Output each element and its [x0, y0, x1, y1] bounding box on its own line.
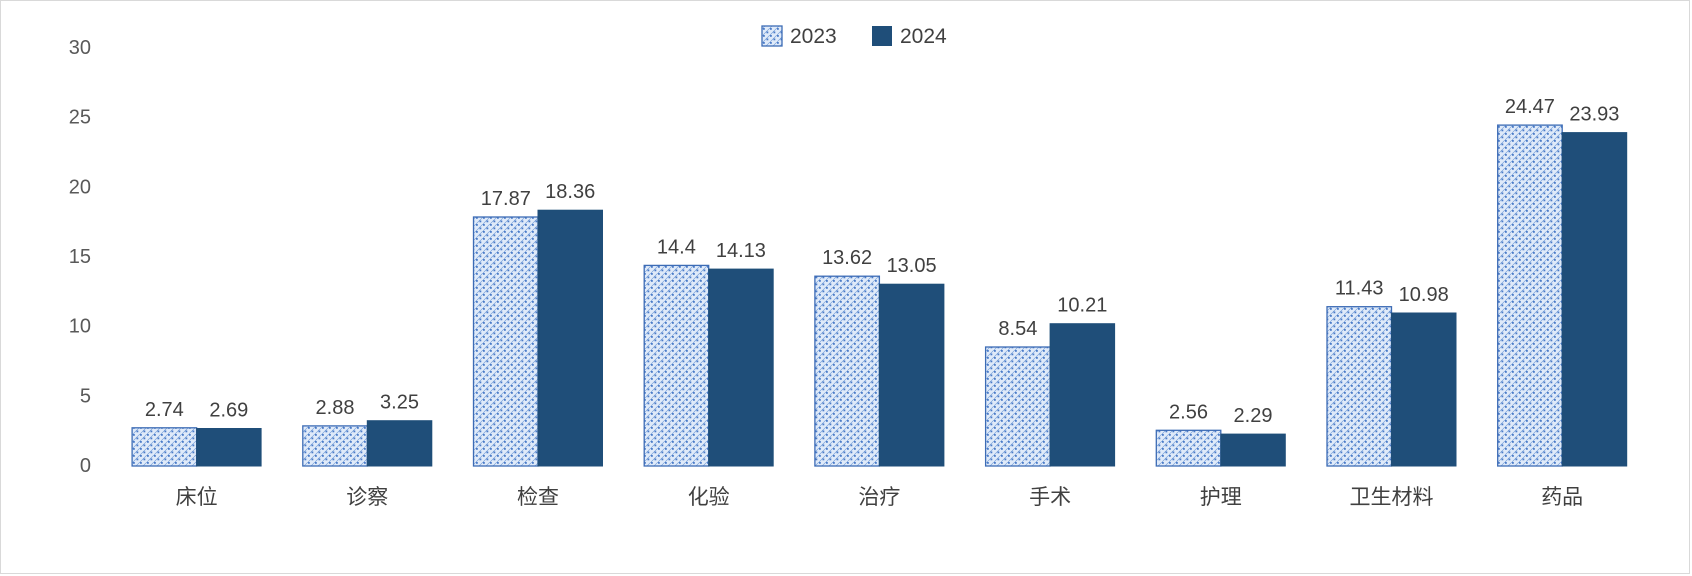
svg-text:卫生材料: 卫生材料	[1350, 486, 1434, 509]
svg-text:8.54: 8.54	[998, 318, 1037, 340]
svg-text:15: 15	[69, 246, 91, 268]
svg-text:13.62: 13.62	[822, 247, 872, 269]
svg-text:17.87: 17.87	[481, 188, 531, 210]
svg-text:3.25: 3.25	[380, 392, 419, 414]
svg-text:治疗: 治疗	[858, 486, 900, 509]
svg-text:20: 20	[69, 176, 91, 198]
svg-text:0: 0	[80, 455, 91, 477]
svg-text:2.29: 2.29	[1234, 405, 1273, 427]
svg-text:13.05: 13.05	[887, 255, 937, 277]
svg-text:2023: 2023	[790, 25, 837, 48]
svg-text:检查: 检查	[517, 486, 559, 509]
svg-text:床位: 床位	[176, 486, 218, 509]
svg-text:14.13: 14.13	[716, 240, 766, 262]
svg-text:2.69: 2.69	[209, 400, 248, 422]
svg-text:10: 10	[69, 316, 91, 338]
svg-text:手术: 手术	[1029, 486, 1071, 509]
svg-text:23.93: 23.93	[1569, 104, 1619, 126]
svg-text:药品: 药品	[1541, 486, 1583, 509]
svg-text:24.47: 24.47	[1505, 96, 1555, 118]
svg-text:2.74: 2.74	[145, 399, 184, 421]
svg-text:11.43: 11.43	[1335, 278, 1384, 300]
svg-text:2.88: 2.88	[316, 397, 355, 419]
svg-text:化验: 化验	[688, 486, 730, 509]
svg-text:10.21: 10.21	[1057, 295, 1107, 317]
svg-text:2024: 2024	[900, 25, 947, 48]
svg-text:护理: 护理	[1200, 486, 1242, 509]
svg-text:30: 30	[69, 37, 91, 59]
svg-text:25: 25	[69, 107, 91, 129]
svg-text:10.98: 10.98	[1399, 284, 1449, 306]
svg-text:2.56: 2.56	[1169, 401, 1208, 423]
svg-text:5: 5	[80, 385, 91, 407]
svg-text:14.4: 14.4	[657, 236, 696, 258]
svg-text:诊察: 诊察	[346, 486, 388, 509]
svg-text:18.36: 18.36	[545, 181, 595, 203]
